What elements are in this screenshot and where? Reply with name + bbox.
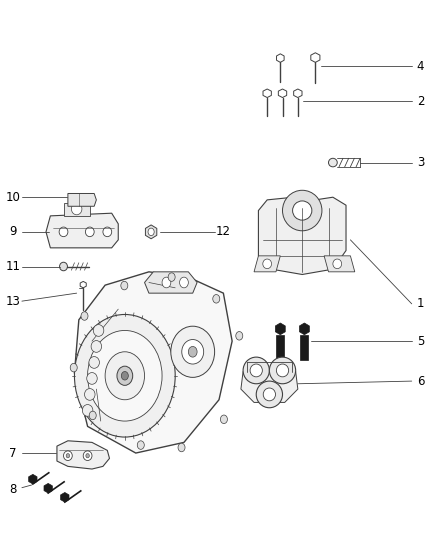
Ellipse shape	[182, 340, 204, 364]
Polygon shape	[74, 272, 232, 453]
Polygon shape	[44, 483, 53, 493]
Ellipse shape	[117, 366, 133, 385]
Text: 6: 6	[417, 375, 424, 387]
Ellipse shape	[328, 158, 337, 167]
Polygon shape	[324, 256, 355, 272]
Ellipse shape	[70, 364, 77, 372]
Polygon shape	[68, 193, 96, 206]
Text: 9: 9	[9, 225, 17, 238]
Ellipse shape	[263, 259, 272, 269]
Text: 4: 4	[417, 60, 424, 72]
Ellipse shape	[93, 325, 104, 336]
Ellipse shape	[121, 372, 128, 380]
Text: 7: 7	[9, 447, 17, 459]
Text: 5: 5	[417, 335, 424, 348]
Ellipse shape	[89, 411, 96, 419]
Polygon shape	[276, 323, 285, 335]
Ellipse shape	[178, 443, 185, 452]
Ellipse shape	[88, 330, 162, 421]
Ellipse shape	[162, 277, 171, 288]
Ellipse shape	[121, 281, 128, 290]
Polygon shape	[145, 272, 197, 293]
Ellipse shape	[66, 454, 70, 458]
Ellipse shape	[86, 454, 89, 458]
Polygon shape	[64, 203, 90, 216]
Ellipse shape	[60, 262, 67, 271]
Ellipse shape	[188, 346, 197, 357]
Ellipse shape	[276, 364, 289, 377]
Ellipse shape	[236, 332, 243, 340]
Ellipse shape	[59, 227, 68, 237]
Ellipse shape	[103, 227, 112, 237]
Text: 3: 3	[417, 156, 424, 169]
Text: 1: 1	[417, 297, 424, 310]
Ellipse shape	[171, 326, 215, 377]
Ellipse shape	[180, 277, 188, 288]
Polygon shape	[60, 492, 69, 502]
Text: 13: 13	[6, 295, 21, 308]
Text: 12: 12	[216, 225, 231, 238]
Ellipse shape	[243, 357, 269, 384]
Polygon shape	[241, 372, 298, 402]
Ellipse shape	[85, 389, 95, 400]
Ellipse shape	[83, 451, 92, 461]
Ellipse shape	[263, 388, 276, 401]
Ellipse shape	[105, 352, 145, 400]
Ellipse shape	[89, 357, 99, 368]
Ellipse shape	[293, 201, 312, 220]
Ellipse shape	[250, 364, 262, 377]
Ellipse shape	[256, 381, 283, 408]
Bar	[276, 335, 284, 360]
Polygon shape	[311, 53, 320, 62]
Text: 8: 8	[10, 483, 17, 496]
Ellipse shape	[333, 259, 342, 269]
Polygon shape	[46, 213, 118, 248]
Ellipse shape	[64, 451, 72, 461]
Polygon shape	[300, 323, 309, 335]
Ellipse shape	[87, 373, 97, 384]
Bar	[300, 335, 308, 360]
Polygon shape	[276, 54, 284, 62]
Polygon shape	[254, 256, 280, 272]
Polygon shape	[258, 197, 346, 274]
Ellipse shape	[168, 273, 175, 281]
Polygon shape	[28, 474, 37, 484]
Ellipse shape	[220, 415, 227, 424]
Polygon shape	[278, 89, 287, 98]
Ellipse shape	[71, 203, 82, 215]
Ellipse shape	[213, 295, 220, 303]
Ellipse shape	[82, 405, 93, 416]
Text: 10: 10	[6, 191, 21, 204]
Ellipse shape	[269, 357, 296, 384]
Ellipse shape	[148, 228, 154, 236]
Ellipse shape	[91, 341, 102, 352]
Text: 2: 2	[417, 95, 424, 108]
Polygon shape	[263, 89, 272, 98]
Ellipse shape	[81, 312, 88, 320]
Polygon shape	[293, 89, 302, 98]
Polygon shape	[145, 225, 157, 239]
Text: 11: 11	[6, 260, 21, 273]
Ellipse shape	[137, 441, 144, 449]
Ellipse shape	[85, 227, 94, 237]
Polygon shape	[57, 441, 110, 469]
Ellipse shape	[283, 190, 322, 231]
Polygon shape	[80, 281, 86, 288]
Ellipse shape	[74, 314, 175, 437]
